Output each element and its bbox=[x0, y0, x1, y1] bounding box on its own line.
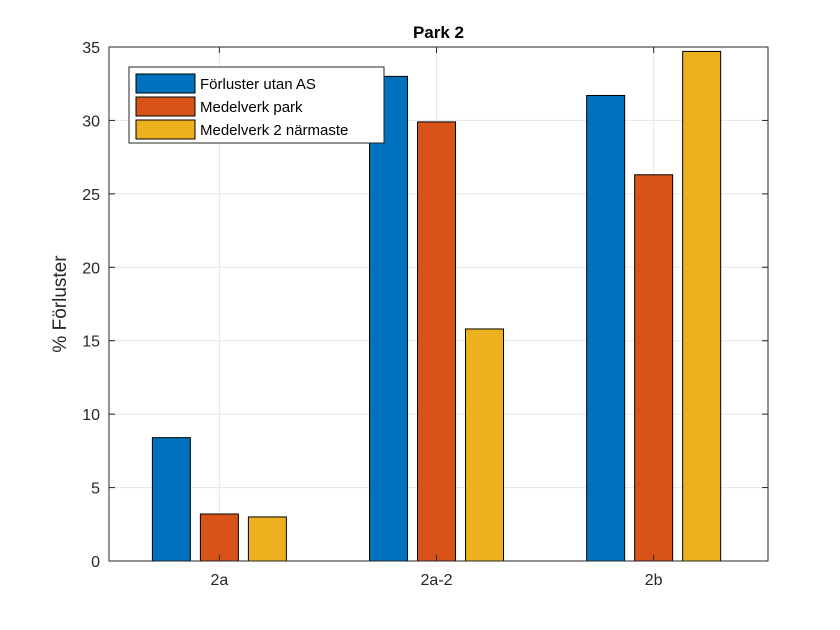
y-tick-label: 15 bbox=[82, 334, 100, 351]
y-tick-label: 0 bbox=[91, 554, 100, 571]
bar-2a-2-2 bbox=[417, 121, 457, 562]
legend-label-1: Förluster utan AS bbox=[200, 76, 316, 93]
bars bbox=[151, 50, 722, 562]
x-axis-ticks: 2a 2a-2 2b bbox=[210, 47, 663, 589]
x-tick-label: 2a bbox=[210, 572, 228, 589]
legend: Förluster utan AS Medelverk park Medelverk… bbox=[128, 66, 385, 144]
bar-2a-2 bbox=[199, 513, 239, 562]
bar-2b-2 bbox=[634, 174, 674, 562]
y-tick-label: 30 bbox=[82, 113, 100, 130]
y-tick-label: 5 bbox=[91, 481, 100, 498]
bar-2b-1 bbox=[586, 94, 626, 562]
chart-title: Park 2 bbox=[413, 23, 464, 42]
bar-2a-2-1 bbox=[369, 75, 409, 562]
x-tick-label: 2a-2 bbox=[421, 572, 453, 589]
legend-label-3: Medelverk 2 närmaste bbox=[200, 122, 348, 139]
y-tick-label: 10 bbox=[82, 407, 100, 424]
legend-swatch-1 bbox=[135, 73, 196, 94]
x-tick-label: 2b bbox=[645, 572, 663, 589]
y-axis-ticks: 0 5 10 15 20 25 30 35 bbox=[82, 40, 768, 571]
bar-2a-1 bbox=[151, 437, 191, 562]
bar-2b-3 bbox=[682, 50, 722, 562]
bar-2a-3 bbox=[247, 516, 287, 562]
y-tick-label: 20 bbox=[82, 260, 100, 277]
bar-2a-2-3 bbox=[465, 328, 505, 562]
y-tick-label: 25 bbox=[82, 187, 100, 204]
legend-swatch-2 bbox=[135, 96, 196, 117]
y-tick-label: 35 bbox=[82, 40, 100, 57]
legend-label-2: Medelverk park bbox=[200, 99, 303, 116]
legend-swatch-3 bbox=[135, 119, 196, 140]
axes-box bbox=[108, 46, 769, 562]
y-axis-label: % Förluster bbox=[50, 255, 71, 353]
